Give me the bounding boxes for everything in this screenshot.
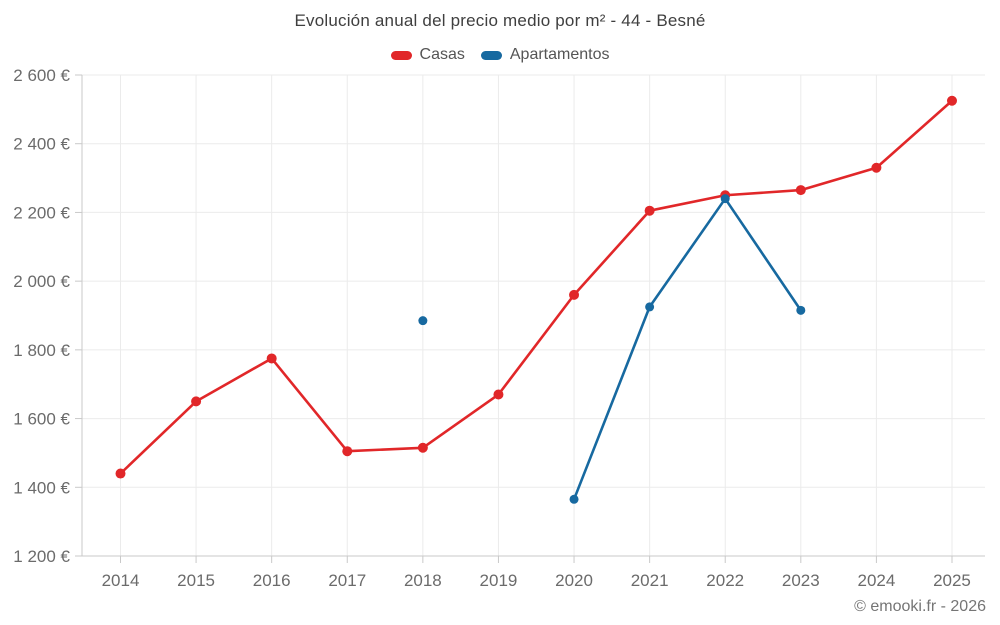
casas-data-point-2019 [493, 389, 504, 400]
y-axis-tick-label: 2 600 € [13, 66, 70, 85]
y-axis-tick-label: 2 200 € [13, 203, 70, 222]
apartamentos-series-marker-icon [480, 50, 502, 60]
legend-item-apartamentos[interactable]: Apartamentos [480, 46, 610, 64]
apartamentos-series-line [572, 197, 803, 501]
apartamentos-data-point-2018 [418, 316, 428, 326]
x-axis-tick-label: 2019 [480, 571, 518, 590]
legend-label-casas: Casas [419, 46, 465, 63]
casas-data-point-2020 [569, 289, 580, 300]
y-axis-tick-label: 1 800 € [13, 341, 70, 360]
chart-title: Evolución anual del precio medio por m² … [294, 11, 706, 30]
x-axis-tick-label: 2016 [253, 571, 291, 590]
legend: Casas Apartamentos [0, 46, 1000, 64]
casas-data-point-2021 [644, 205, 655, 216]
casas-data-point-2024 [871, 162, 882, 173]
legend-item-casas[interactable]: Casas [390, 46, 465, 64]
apartamentos-data-point-2021 [645, 302, 655, 312]
x-axis-tick-label: 2018 [404, 571, 442, 590]
y-axis-tick-label: 1 200 € [13, 547, 70, 566]
apartamentos-data-point-2022 [720, 194, 730, 204]
x-axis-tick-label: 2023 [782, 571, 820, 590]
apartamentos-data-point-2023 [796, 305, 806, 315]
x-axis-tick-label: 2021 [631, 571, 669, 590]
casas-data-point-2016 [266, 353, 277, 364]
x-axis-tick-label: 2020 [555, 571, 593, 590]
casas-data-point-2018 [417, 442, 428, 453]
x-axis-tick-label: 2015 [177, 571, 215, 590]
casas-data-point-2017 [342, 446, 353, 457]
x-axis-tick-label: 2022 [706, 571, 744, 590]
y-axis-tick-label: 1 400 € [13, 478, 70, 497]
casas-data-point-2014 [115, 468, 126, 479]
x-axis-tick-label: 2025 [933, 571, 971, 590]
casas-series-line [119, 99, 954, 475]
x-axis-tick-label: 2017 [328, 571, 366, 590]
x-axis-tick-label: 2024 [857, 571, 895, 590]
copyright-attribution: © emooki.fr - 2026 [854, 598, 986, 615]
x-axis-tick-label: 2014 [102, 571, 140, 590]
casas-data-point-2023 [795, 185, 806, 196]
y-axis-tick-label: 2 000 € [13, 272, 70, 291]
casas-data-point-2015 [191, 396, 202, 407]
y-axis-tick-label: 1 600 € [13, 410, 70, 429]
apartamentos-data-point-2020 [569, 494, 579, 504]
y-axis-tick-label: 2 400 € [13, 135, 70, 154]
legend-label-apartamentos: Apartamentos [509, 46, 610, 63]
casas-series-marker-icon [390, 50, 412, 60]
casas-data-point-2025 [946, 95, 957, 106]
